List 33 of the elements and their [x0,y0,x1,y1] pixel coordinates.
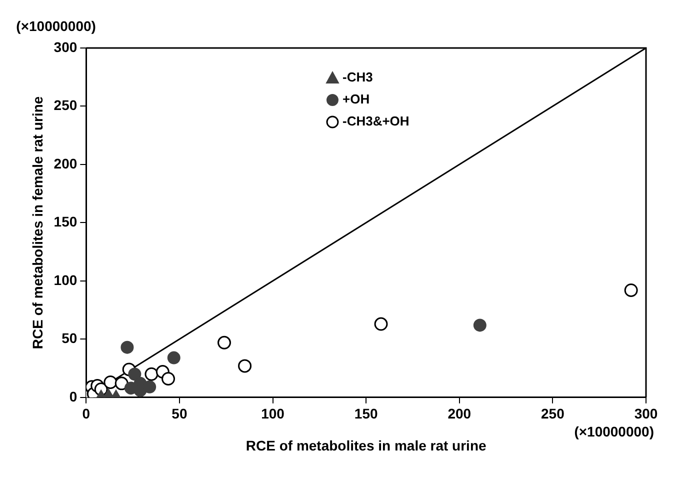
x-tick-label: 150 [354,406,378,422]
y-tick-label: 100 [54,272,78,288]
x-axis-title: RCE of metabolites in male rat urine [246,437,486,454]
point [624,284,638,297]
x-tick-label: 100 [261,406,285,422]
text: (×10000000) [574,423,654,440]
legend-label: +OH [342,92,370,107]
y-axis-title: RCE of metabolites in female rat urine [29,96,46,350]
text: (×10000000) [16,18,96,34]
x-tick-label: 50 [172,406,188,422]
point [128,368,142,381]
x-tick-label: 300 [634,406,658,422]
point [104,376,118,390]
y-tick-label: 200 [54,155,78,172]
point [374,317,388,331]
legend-label: -CH3 [342,70,373,85]
point [144,367,158,381]
legend-label: -CH3&+OH [342,114,410,129]
y-tick-label: 250 [54,97,78,114]
y-tick-label: 0 [69,388,78,404]
point [167,351,180,364]
point [114,376,128,390]
point [218,336,232,350]
x-tick-label: 250 [541,406,565,422]
point [238,359,252,373]
point [120,340,134,354]
y-tick-label: 50 [62,330,78,346]
x-tick-label: 200 [448,406,472,422]
point [162,372,176,386]
y-tick-label: 150 [54,214,78,230]
point [473,318,486,332]
y-tick-label: 300 [54,38,78,55]
x-tick-label: 0 [82,406,90,422]
